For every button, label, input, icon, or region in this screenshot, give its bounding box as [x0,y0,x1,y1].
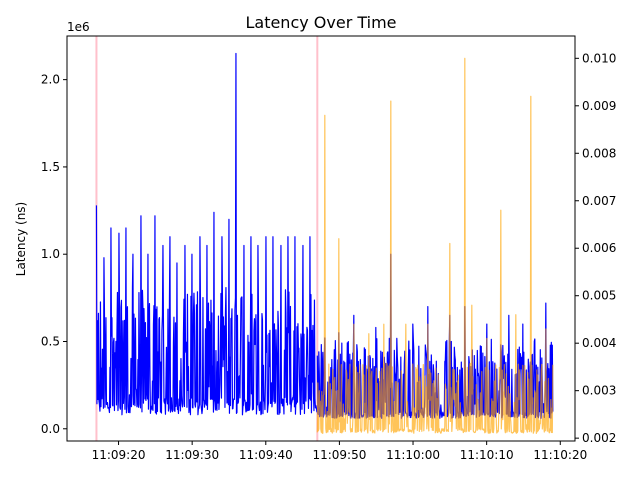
x-tick-label: 11:10:00 [386,448,440,462]
y2-tick-label: 0.003 [582,384,616,398]
y2-tick-label: 0.005 [582,289,616,303]
y-tick-label: 1.0 [41,247,60,261]
y-offset-label: 1e6 [67,20,90,34]
series-layer [95,52,554,434]
x-tick-label: 11:10:10 [460,448,514,462]
y2-tick-label: 0.006 [582,241,616,255]
x-tick-label: 11:09:40 [239,448,293,462]
x-tick-label: 11:09:50 [312,448,366,462]
series-line-1-0 [316,57,554,434]
y-axis-right: 0.002 0.003 0.004 0.005 0.006 0.007 0.008 0.009… [575,51,616,445]
chart-title: Latency Over Time [245,13,396,32]
y2-tick-label: 0.008 [582,146,616,160]
x-tick-label: 11:09:30 [165,448,219,462]
x-tick-label: 11:10:20 [533,448,587,462]
y-tick-label: 2.0 [41,73,60,87]
series-right-axis [316,57,554,434]
y2-tick-label: 0.010 [582,51,616,65]
y-axis-left: 0.0 0.5 1.0 1.5 2.0 [41,73,67,436]
y2-tick-label: 0.002 [582,431,616,445]
y2-tick-label: 0.009 [582,99,616,113]
x-tick-label: 11:09:20 [92,448,146,462]
y-tick-label: 0.5 [41,334,60,348]
series-line-0-0 [95,52,318,416]
y2-tick-label: 0.007 [582,194,616,208]
y-axis-label: Latency (ns) [14,202,28,276]
plot-frame [66,35,576,442]
x-axis: 11:09:20 11:09:30 11:09:40 11:09:50 11:10:00… [92,441,587,462]
y2-tick-label: 0.004 [582,336,616,350]
y-tick-label: 0.0 [41,422,60,436]
y-tick-label: 1.5 [41,160,60,174]
